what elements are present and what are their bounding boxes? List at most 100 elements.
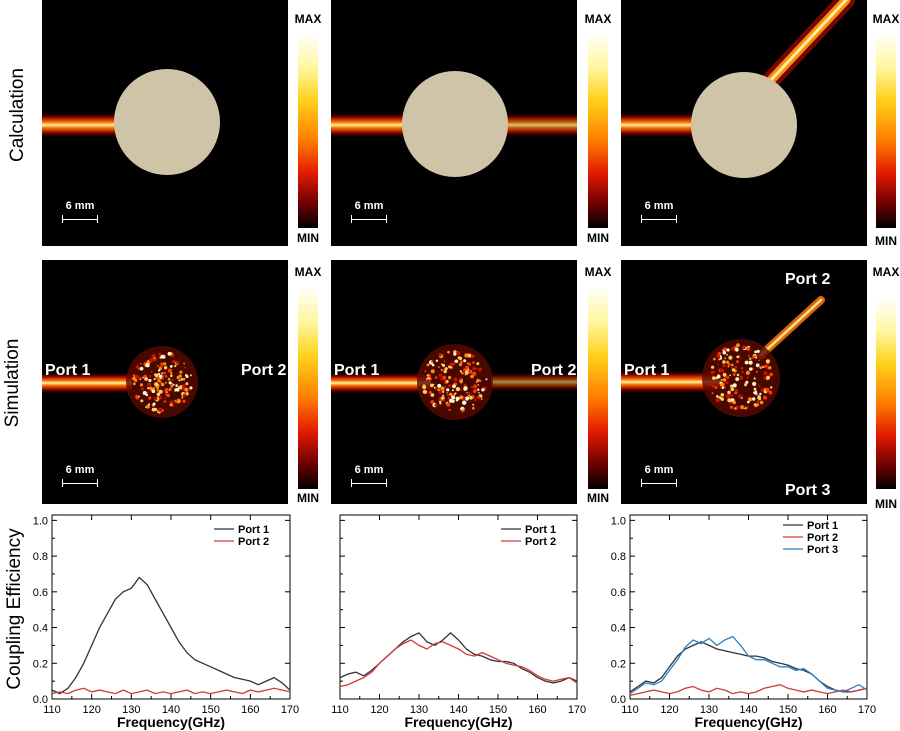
input-beam xyxy=(42,112,122,138)
scattering-cluster xyxy=(417,344,493,420)
speckle-dot xyxy=(139,366,144,371)
speckle-dot xyxy=(157,379,161,383)
speckle-dot xyxy=(454,392,457,395)
speckle-dot xyxy=(174,388,178,391)
speckle-dot xyxy=(747,397,753,402)
speckle-dot xyxy=(442,375,447,380)
speckle-dot xyxy=(452,384,456,389)
speckle-dot xyxy=(440,398,443,400)
x-tick-label: 130 xyxy=(700,704,718,716)
speckle-dot xyxy=(758,385,761,388)
speckle-dot xyxy=(167,368,173,373)
calculation-panel-2: 6 mm xyxy=(331,0,577,246)
speckle-dot xyxy=(758,359,761,362)
speckle-dot xyxy=(441,363,446,367)
x-tick-label: 160 xyxy=(818,704,836,716)
speckle-dot xyxy=(440,377,443,381)
x-tick-label: 120 xyxy=(370,704,388,716)
y-tick-label: 0.6 xyxy=(611,587,626,599)
speckle-dot xyxy=(710,370,715,375)
speckle-dot xyxy=(456,351,461,356)
speckle-dot xyxy=(148,403,151,406)
speckle-dot xyxy=(156,392,161,397)
speckle-dot xyxy=(463,359,467,363)
speckle-dot xyxy=(756,403,759,407)
speckle-dot xyxy=(172,359,176,364)
speckle-dot xyxy=(455,396,460,401)
speckle-dot xyxy=(475,396,478,399)
x-tick-label: 110 xyxy=(331,704,349,716)
speckle-dot xyxy=(459,395,464,400)
speckle-dot xyxy=(722,350,727,355)
port-label: Port 3 xyxy=(785,482,831,499)
speckle-dot xyxy=(477,388,480,391)
speckle-dot xyxy=(163,400,167,403)
scale-bar-label: 6 mm xyxy=(354,464,384,476)
speckle-dot xyxy=(147,387,150,390)
y-tick-label: 0.4 xyxy=(33,623,48,635)
colorbar-max-label: MAX xyxy=(294,265,322,279)
speckle-dot xyxy=(734,388,738,392)
speckle-dot xyxy=(449,392,453,396)
speckle-dot xyxy=(446,402,451,407)
speckle-dot xyxy=(462,400,467,405)
speckle-dot xyxy=(755,370,758,373)
speckle-dot xyxy=(151,354,155,358)
scale-bar: 6 mm xyxy=(351,200,387,223)
speckle-dot xyxy=(745,370,750,375)
speckle-dot xyxy=(477,383,480,386)
speckle-dot xyxy=(453,377,458,382)
x-tick-label: 120 xyxy=(82,704,100,716)
speckle-dot xyxy=(455,399,458,402)
colorbar-2 xyxy=(588,32,608,228)
speckle-dot xyxy=(472,403,475,406)
particle-disk xyxy=(691,72,797,178)
speckle-dot xyxy=(472,355,475,358)
speckle-dot xyxy=(748,360,753,365)
speckle-dot xyxy=(148,396,152,400)
calculation-panel-1: 6 mm xyxy=(42,0,288,246)
row-label-simulation: Simulation xyxy=(2,338,23,428)
speckle-dot xyxy=(151,389,156,393)
speckle-dot xyxy=(768,390,773,395)
speckle-dot xyxy=(422,389,427,394)
speckle-dot xyxy=(720,397,724,401)
speckle-dot xyxy=(759,398,761,401)
speckle-dot xyxy=(729,374,731,376)
speckle-dot xyxy=(765,378,768,381)
speckle-dot xyxy=(448,408,451,412)
speckle-dot xyxy=(132,382,136,386)
colorbar-3 xyxy=(876,32,896,228)
speckle-dot xyxy=(480,398,483,401)
colorbar-4 xyxy=(298,285,318,489)
speckle-dot xyxy=(153,358,156,362)
speckle-dot xyxy=(469,396,473,400)
speckle-dot xyxy=(185,375,189,378)
x-axis-title: Frequency(GHz) xyxy=(117,714,225,730)
speckle-dot xyxy=(151,407,156,412)
speckle-dot xyxy=(459,370,462,373)
speckle-dot xyxy=(448,384,452,388)
scale-bar-label: 6 mm xyxy=(644,200,674,212)
scale-bar: 6 mm xyxy=(62,200,98,223)
scattering-cluster xyxy=(126,346,198,418)
particle-disk xyxy=(402,71,508,177)
speckle-dot xyxy=(453,352,457,356)
speckle-dot xyxy=(139,383,144,387)
speckle-dot xyxy=(752,355,756,358)
speckle-dot xyxy=(726,353,728,356)
speckle-dot xyxy=(165,381,167,384)
speckle-dot xyxy=(179,370,183,374)
speckle-dot xyxy=(734,365,738,369)
x-tick-label: 150 xyxy=(201,704,219,716)
speckle-dot xyxy=(753,381,756,384)
speckle-dot xyxy=(719,383,724,387)
speckle-dot xyxy=(430,369,435,374)
speckle-dot xyxy=(736,343,740,348)
x-tick-label: 160 xyxy=(241,704,259,716)
speckle-dot xyxy=(753,405,756,408)
simulation-panel-3: Port 1 Port 2 Port 3 6 mm xyxy=(621,260,867,504)
speckle-dot xyxy=(149,386,153,390)
speckle-dot xyxy=(458,362,463,367)
speckle-dot xyxy=(713,357,716,361)
